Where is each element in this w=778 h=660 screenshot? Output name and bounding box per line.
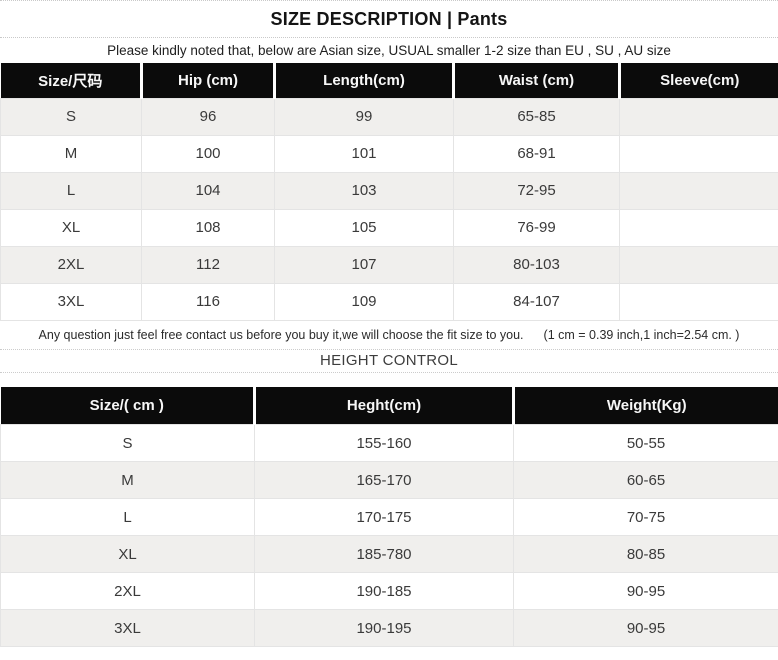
table-cell: 90-95 (513, 609, 778, 647)
table-cell: 104 (141, 171, 275, 210)
table-cell: M (0, 461, 255, 499)
table-cell: S (0, 97, 142, 136)
table-cell (619, 245, 778, 284)
table-row: XL 108 105 76-99 (0, 208, 778, 247)
table-cell: 107 (274, 245, 454, 284)
column-header: Size/尺码 (0, 63, 142, 98)
table-cell: 2XL (0, 245, 142, 284)
table-row: 3XL 116 109 84-107 (0, 282, 778, 321)
column-header: Hip (cm) (140, 63, 275, 98)
size-table-header-row: Size/尺码 Hip (cm) Length(cm) Waist (cm) Sleev… (0, 63, 778, 98)
table-cell (619, 208, 778, 247)
column-header: Size/( cm ) (0, 386, 255, 425)
column-header: Sleeve(cm) (618, 63, 778, 98)
table-cell: S (0, 424, 255, 462)
table-cell: 80-85 (513, 535, 778, 573)
page-title: SIZE DESCRIPTION | Pants (0, 1, 778, 38)
table-row: XL 185-780 80-85 (0, 535, 778, 573)
height-control-table: Size/( cm ) Heght(cm) Weight(Kg) S 155-160 5… (0, 386, 778, 647)
table-row: L 104 103 72-95 (0, 171, 778, 210)
table-cell: 109 (274, 282, 454, 321)
column-header: Length(cm) (273, 63, 454, 98)
table-cell: 96 (141, 97, 275, 136)
table-cell: 70-75 (513, 498, 778, 536)
table-cell: 3XL (0, 282, 142, 321)
table-cell: 108 (141, 208, 275, 247)
table-row: M 165-170 60-65 (0, 461, 778, 499)
table-row: 2XL 112 107 80-103 (0, 245, 778, 284)
section-spacer (0, 373, 778, 387)
table-cell: 90-95 (513, 572, 778, 610)
table-row: S 96 99 65-85 (0, 97, 778, 136)
table-row: S 155-160 50-55 (0, 424, 778, 462)
table-cell: 50-55 (513, 424, 778, 462)
column-header: Waist (cm) (452, 63, 620, 98)
table-row: 3XL 190-195 90-95 (0, 609, 778, 647)
table-row: 2XL 190-185 90-95 (0, 572, 778, 610)
table-cell: 103 (274, 171, 454, 210)
table-cell: XL (0, 208, 142, 247)
table-cell: XL (0, 535, 255, 573)
column-header: Heght(cm) (253, 386, 514, 425)
table-cell: 185-780 (254, 535, 514, 573)
table-cell: L (0, 498, 255, 536)
table-cell (619, 134, 778, 173)
table-cell: 76-99 (453, 208, 620, 247)
table-cell: 68-91 (453, 134, 620, 173)
table-cell: 170-175 (254, 498, 514, 536)
table-cell: 3XL (0, 609, 255, 647)
table-cell (619, 97, 778, 136)
table-row: M 100 101 68-91 (0, 134, 778, 173)
height-control-title: HEIGHT CONTROL (0, 350, 778, 373)
pants-size-table: Size/尺码 Hip (cm) Length(cm) Waist (cm) Sleev… (0, 63, 778, 321)
contact-note: Any question just feel free contact us b… (0, 321, 778, 350)
table-cell: 101 (274, 134, 454, 173)
table-cell: M (0, 134, 142, 173)
table-cell: 190-185 (254, 572, 514, 610)
table-cell (619, 282, 778, 321)
table-cell: 155-160 (254, 424, 514, 462)
table-cell: 190-195 (254, 609, 514, 647)
table-cell: 99 (274, 97, 454, 136)
column-header: Weight(Kg) (512, 386, 778, 425)
unit-conversion-note: (1 cm = 0.39 inch,1 inch=2.54 cm. ) (543, 327, 740, 342)
table-cell: 116 (141, 282, 275, 321)
table-cell: 80-103 (453, 245, 620, 284)
table-cell: 2XL (0, 572, 255, 610)
table-cell: 165-170 (254, 461, 514, 499)
table-row: L 170-175 70-75 (0, 498, 778, 536)
table-cell: 65-85 (453, 97, 620, 136)
table-cell: 84-107 (453, 282, 620, 321)
table-cell: 112 (141, 245, 275, 284)
table-cell: 105 (274, 208, 454, 247)
table-cell: 72-95 (453, 171, 620, 210)
contact-note-text: Any question just feel free contact us b… (38, 327, 524, 342)
table-cell (619, 171, 778, 210)
height-table-header-row: Size/( cm ) Heght(cm) Weight(Kg) (0, 386, 778, 425)
asian-size-notice: Please kindly noted that, below are Asia… (107, 43, 671, 58)
table-cell: L (0, 171, 142, 210)
table-cell: 60-65 (513, 461, 778, 499)
table-cell: 100 (141, 134, 275, 173)
